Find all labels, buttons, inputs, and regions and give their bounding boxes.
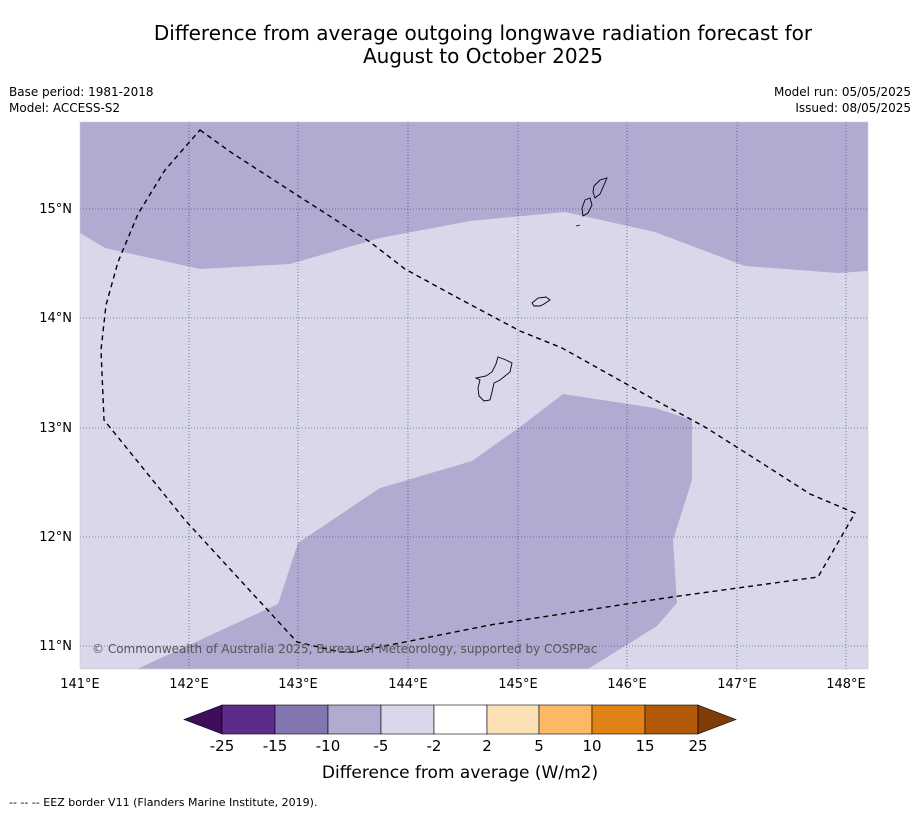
longitude-labels: 141°E 142°E 143°E 144°E 145°E 146°E 147°…	[60, 677, 866, 692]
colorbar-ticks: -25 -15 -10 -5 -2 2 5 10 15 25	[210, 737, 708, 755]
lat-label: 12°N	[39, 530, 72, 545]
title-line-1: Difference from average outgoing longwav…	[153, 21, 813, 45]
colorbar-tick: 10	[582, 737, 601, 755]
colorbar-tick: 25	[688, 737, 707, 755]
model-run: Model run: 05/05/2025	[773, 85, 911, 99]
colorbar-extend-high	[697, 704, 737, 735]
anomaly-field-south	[137, 394, 692, 669]
colorbar-segment	[380, 704, 435, 735]
colorbar-tick: 15	[635, 737, 654, 755]
lat-label: 14°N	[39, 311, 72, 326]
saipan-outline	[592, 177, 608, 199]
issued-date: Issued: 08/05/2025	[795, 101, 911, 115]
lon-label: 145°E	[498, 677, 538, 692]
guam-outline	[474, 356, 513, 402]
colorbar-segment	[538, 704, 593, 735]
anomaly-field-north	[80, 122, 868, 273]
colorbar-tick: -15	[263, 737, 288, 755]
lon-label: 143°E	[278, 677, 318, 692]
eez-legend-note: -- -- -- EEZ border V11 (Flanders Marine…	[9, 796, 318, 809]
colorbar-tick: -2	[427, 737, 442, 755]
title-line-2: August to October 2025	[362, 44, 604, 68]
colorbar-segment	[486, 704, 540, 735]
lon-label: 144°E	[388, 677, 428, 692]
lat-label: 15°N	[39, 202, 72, 217]
colorbar-segment	[221, 704, 276, 735]
lon-label: 141°E	[60, 677, 100, 692]
colorbar-segment	[274, 704, 329, 735]
lat-label: 11°N	[39, 639, 72, 654]
colorbar-segment	[433, 704, 488, 735]
island-outlines	[474, 177, 608, 402]
colorbar-title: Difference from average (W/m2)	[322, 763, 598, 783]
colorbar-tick: 2	[482, 737, 492, 755]
tinian-outline	[581, 197, 593, 217]
colorbar-segment	[591, 704, 646, 735]
eez-border	[100, 129, 857, 653]
latitude-labels: 15°N 14°N 13°N 12°N 11°N	[39, 202, 72, 654]
colorbar	[183, 704, 737, 735]
lon-label: 148°E	[826, 677, 866, 692]
meta-left: Base period: 1981-2018 Model: ACCESS-S2	[9, 84, 154, 116]
meta-right: Model run: 05/05/2025 Issued: 08/05/2025	[774, 84, 911, 116]
base-period: Base period: 1981-2018	[9, 85, 154, 99]
lon-label: 147°E	[717, 677, 757, 692]
map-title: Difference from average outgoing longwav…	[0, 22, 919, 68]
lat-label: 13°N	[39, 421, 72, 436]
graticule	[80, 122, 868, 669]
colorbar-tick: 5	[534, 737, 544, 755]
rota-outline	[531, 296, 551, 307]
aguijan-outline	[575, 224, 581, 227]
colorbar-extend-low	[183, 704, 223, 735]
copyright-credit: © Commonwealth of Australia 2025, Bureau…	[92, 642, 597, 656]
colorbar-segment	[327, 704, 382, 735]
map-area: © Commonwealth of Australia 2025, Bureau…	[80, 122, 868, 669]
lon-label: 142°E	[169, 677, 209, 692]
model-name: Model: ACCESS-S2	[9, 101, 121, 115]
map-frame	[79, 121, 869, 670]
lon-label: 146°E	[607, 677, 647, 692]
colorbar-tick: -25	[210, 737, 235, 755]
colorbar-segment	[644, 704, 699, 735]
colorbar-tick: -10	[316, 737, 341, 755]
colorbar-tick: -5	[374, 737, 389, 755]
